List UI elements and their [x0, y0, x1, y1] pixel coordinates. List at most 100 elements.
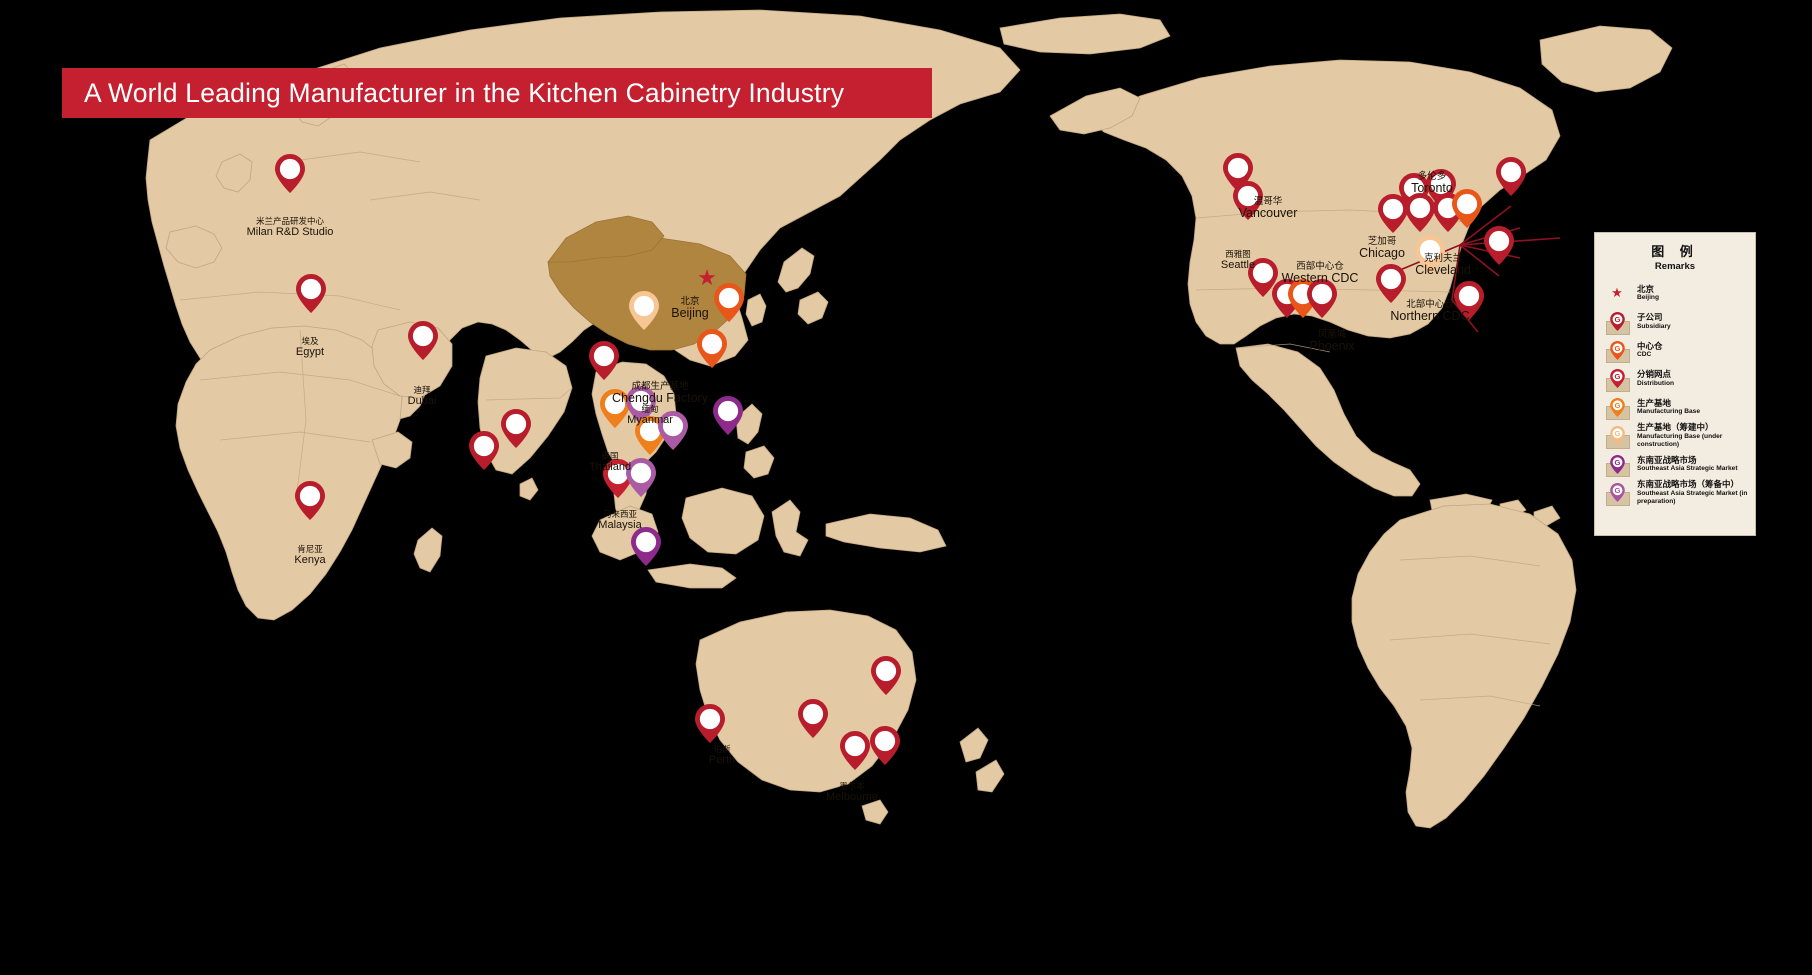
svg-text:G: G	[1614, 401, 1620, 410]
legend-row-pin-subsidiary: G 子公司 Subsidiary	[1595, 308, 1755, 337]
svg-text:G: G	[1316, 287, 1328, 304]
map-marker-indonesia[interactable]: G	[631, 527, 661, 566]
svg-text:G: G	[1297, 287, 1309, 304]
legend-label: 生产基地 Manufacturing Base	[1630, 397, 1700, 416]
map-marker-egypt[interactable]: G	[296, 274, 326, 313]
map-marker-cleveland-2[interactable]: G	[1452, 189, 1482, 228]
map-marker-sydney[interactable]: G	[871, 656, 901, 695]
legend-rows: ★ 北京 Beijing G 子公司 Subsidiary G 中心仓 CDC G 分销网点 Dist…	[1595, 279, 1755, 507]
map-marker-india-south[interactable]: G	[469, 431, 499, 470]
map-marker-adelaide[interactable]: G	[798, 699, 828, 738]
legend-row-pin-cdc: G 中心仓 CDC	[1595, 336, 1755, 365]
map-marker-kenya[interactable]: G	[295, 481, 325, 520]
svg-text:G: G	[1614, 344, 1620, 353]
map-marker-chicago-1[interactable]: G	[1378, 194, 1408, 233]
map-marker-thailand-sea-1[interactable]: G	[626, 386, 656, 425]
svg-text:G: G	[304, 489, 316, 506]
legend-label: 北京 Beijing	[1630, 284, 1659, 302]
map-marker-vietnam-sea[interactable]: G	[658, 411, 688, 450]
map-marker-florida-1[interactable]: G	[1454, 281, 1484, 320]
map-marker-philippines[interactable]: G	[713, 396, 743, 435]
map-marker-northeast-1[interactable]: G	[1496, 157, 1526, 196]
svg-text:G: G	[1614, 486, 1620, 495]
svg-text:G: G	[706, 337, 718, 354]
map-marker-perth[interactable]: G	[695, 704, 725, 743]
map-marker-vietnam-mfg[interactable]: G	[635, 416, 665, 455]
legend-label: 东南亚战略市场（筹备中） Southeast Asia Strategic Mar…	[1630, 480, 1755, 505]
map-marker-chengdu-factory[interactable]: G	[629, 291, 659, 330]
map-marker-milan-rd[interactable]: G	[275, 154, 305, 193]
svg-text:G: G	[598, 349, 610, 366]
legend-row-pin-sea-market-prep: G 东南亚战略市场（筹备中） Southeast Asia Strategic Ma…	[1595, 479, 1755, 508]
svg-text:G: G	[1614, 429, 1620, 438]
svg-text:G: G	[612, 467, 624, 484]
map-marker-melbourne-2[interactable]: G	[870, 726, 900, 765]
svg-text:G: G	[807, 707, 819, 724]
pin-cdc-icon: G	[1604, 337, 1630, 364]
svg-text:G: G	[880, 664, 892, 681]
map-marker-melbourne-1[interactable]: G	[840, 731, 870, 770]
map-marker-beijing-east-1[interactable]: G	[714, 283, 744, 322]
map-marker-dubai[interactable]: G	[408, 321, 438, 360]
map-marker-myanmar[interactable]: G	[589, 341, 619, 380]
legend-row-pin-manufacturing-uc: G 生产基地（筹建中） Manufacturing Base (under cons…	[1595, 422, 1755, 451]
legend-label-en: CDC	[1637, 351, 1652, 359]
svg-text:G: G	[1387, 202, 1399, 219]
map-marker-chicago-2[interactable]: G	[1405, 193, 1435, 232]
map-marker-vancouver-2[interactable]: G	[1233, 181, 1263, 220]
svg-text:G: G	[635, 466, 647, 483]
svg-text:G: G	[879, 734, 891, 751]
title-banner: A World Leading Manufacturer in the Kitc…	[62, 68, 932, 118]
svg-text:G: G	[1257, 266, 1269, 283]
legend-label-cn: 分销网点	[1637, 369, 1672, 380]
legend-label-cn: 生产基地	[1637, 397, 1672, 408]
legend-title-en: Remarks	[1654, 261, 1696, 272]
legend-title: 图 例 Remarks	[1595, 233, 1755, 272]
map-marker-thailand-mfg-1[interactable]: G	[600, 389, 630, 428]
svg-text:G: G	[644, 424, 656, 441]
legend-label-en: Southeast Asia Strategic Market (in prep…	[1637, 490, 1748, 505]
legend-label-en: Distribution	[1637, 379, 1674, 387]
pin-manufacturing-icon: G	[1604, 394, 1630, 421]
svg-text:G: G	[1614, 372, 1620, 381]
pin-distribution-icon: G	[1604, 366, 1630, 392]
map-marker-beijing-east-2[interactable]: G	[697, 329, 727, 368]
star-icon: ★	[1611, 285, 1623, 301]
svg-text:G: G	[417, 329, 429, 346]
legend-label-en: Subsidiary	[1637, 322, 1671, 330]
legend-row-pin-sea-market: G 东南亚战略市场 Southeast Asia Strategic Market	[1595, 450, 1755, 479]
svg-text:G: G	[1505, 165, 1517, 182]
svg-text:G: G	[510, 417, 522, 434]
map-marker-east-coast-1[interactable]: G	[1484, 226, 1514, 265]
map-marker-northern-cdc[interactable]: G	[1415, 235, 1445, 274]
legend-label: 生产基地（筹建中） Manufacturing Base (under const…	[1630, 423, 1755, 448]
svg-text:G: G	[1242, 189, 1254, 206]
svg-text:G: G	[723, 291, 735, 308]
legend-label-cn: 中心仓	[1637, 340, 1663, 351]
map-marker-western-cdc-4[interactable]: G	[1307, 279, 1337, 318]
svg-text:G: G	[305, 282, 317, 299]
svg-text:G: G	[1442, 201, 1454, 218]
legend-title-cn: 图 例	[1651, 244, 1699, 259]
map-marker-malaysia-1[interactable]: G	[603, 459, 633, 498]
beijing-star-icon: ★	[697, 265, 717, 290]
map-marker-southeast-1[interactable]: G	[1376, 264, 1406, 303]
legend-label-en: Southeast Asia Strategic Market	[1637, 465, 1738, 473]
legend-label: 子公司 Subsidiary	[1630, 312, 1671, 330]
pin-manufacturing-uc-icon: G	[1604, 423, 1630, 449]
svg-text:G: G	[1385, 272, 1397, 289]
map-marker-western-cdc-1[interactable]: G	[1248, 258, 1278, 297]
legend-row-star: ★ 北京 Beijing	[1595, 279, 1755, 308]
map-marker-malaysia-2[interactable]: G	[626, 458, 656, 497]
legend-label-cn: 东南亚战略市场	[1637, 454, 1697, 465]
svg-text:G: G	[1435, 177, 1447, 194]
legend-label-en: Beijing	[1637, 294, 1659, 302]
svg-text:G: G	[478, 439, 490, 456]
legend-label: 中心仓 CDC	[1630, 340, 1663, 359]
map-marker-india-west[interactable]: G	[501, 409, 531, 448]
svg-text:G: G	[1614, 315, 1620, 324]
legend-label-en: Manufacturing Base (under construction)	[1637, 433, 1723, 448]
legend-label: 分销网点 Distribution	[1630, 369, 1674, 387]
svg-text:G: G	[284, 162, 296, 179]
